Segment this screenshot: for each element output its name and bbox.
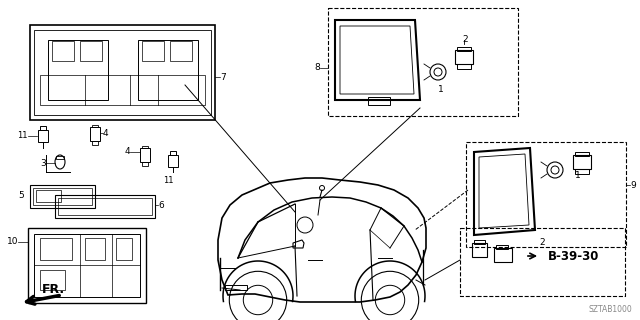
Text: 9: 9	[630, 180, 636, 189]
Bar	[142, 146, 148, 148]
Bar	[457, 47, 471, 51]
Text: SZTAB1000: SZTAB1000	[588, 305, 632, 314]
Bar	[168, 155, 178, 167]
Bar	[460, 228, 625, 296]
Bar	[40, 75, 205, 105]
Bar	[225, 285, 247, 290]
Bar	[34, 234, 140, 297]
Bar	[56, 156, 64, 159]
Bar	[90, 127, 100, 141]
Bar	[52, 41, 74, 61]
Bar	[40, 126, 46, 130]
Bar	[116, 238, 132, 260]
Text: 6: 6	[158, 201, 164, 210]
Bar	[40, 270, 65, 290]
Text: B-39-30: B-39-30	[548, 250, 600, 262]
Bar	[474, 240, 485, 244]
Bar	[170, 41, 192, 61]
Text: FR.: FR.	[42, 283, 65, 296]
Bar	[38, 130, 48, 142]
Text: 10: 10	[6, 237, 18, 246]
Text: 4: 4	[103, 129, 109, 138]
Bar	[170, 151, 176, 155]
Bar	[142, 41, 164, 61]
Bar	[36, 190, 61, 202]
Bar	[85, 238, 105, 260]
Bar	[457, 64, 471, 69]
Text: 7: 7	[220, 73, 226, 82]
Bar	[92, 125, 98, 127]
Bar	[472, 243, 487, 257]
Text: 11: 11	[163, 176, 173, 185]
Bar	[28, 228, 146, 303]
Bar	[455, 50, 473, 64]
Bar	[573, 155, 591, 169]
Text: 1: 1	[438, 85, 444, 94]
Text: 5: 5	[19, 191, 24, 201]
Bar	[138, 40, 198, 100]
Bar	[30, 25, 215, 120]
Text: 1: 1	[575, 171, 580, 180]
Bar	[48, 40, 108, 100]
Text: 3: 3	[40, 158, 46, 167]
Bar	[34, 30, 211, 115]
Text: 4: 4	[124, 148, 130, 156]
Bar	[328, 8, 518, 116]
Text: 2: 2	[539, 238, 545, 247]
Text: 2: 2	[462, 35, 468, 44]
Bar	[142, 162, 148, 166]
Bar	[80, 41, 102, 61]
Text: 8: 8	[314, 63, 320, 73]
Bar	[140, 148, 150, 162]
Bar	[92, 141, 98, 145]
Bar	[575, 169, 589, 174]
Bar	[496, 245, 508, 249]
Bar	[40, 238, 72, 260]
Bar	[368, 97, 390, 105]
Text: 11: 11	[17, 132, 28, 140]
Bar	[466, 142, 626, 247]
Bar	[494, 248, 512, 262]
Bar	[575, 152, 589, 156]
